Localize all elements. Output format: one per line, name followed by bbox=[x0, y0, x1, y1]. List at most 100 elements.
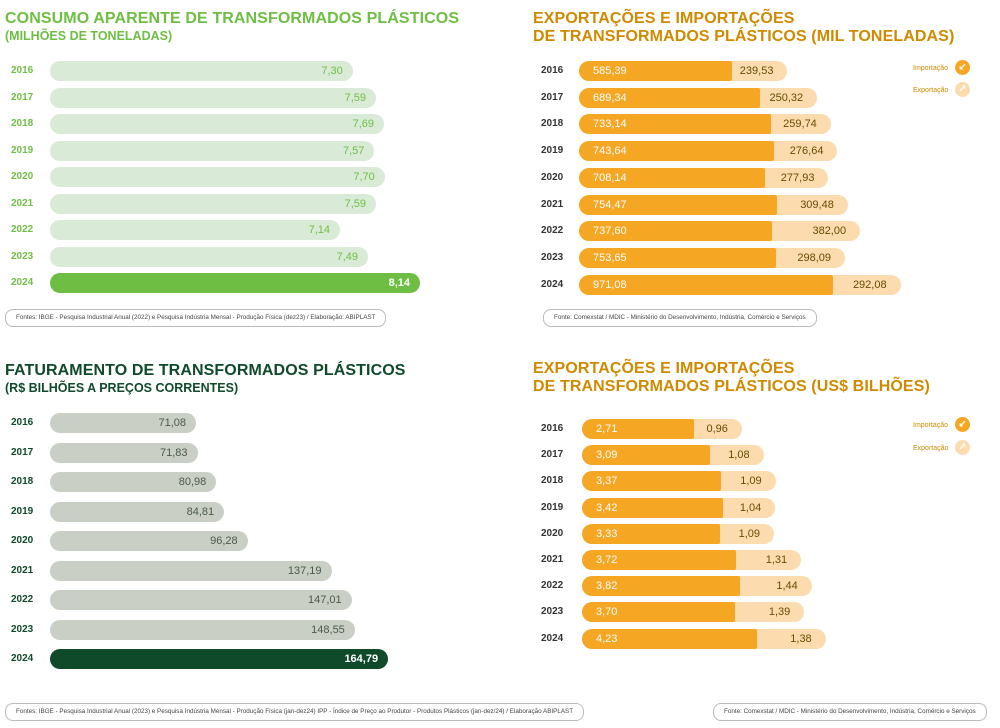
export-value-label: 276,64 bbox=[789, 145, 824, 158]
bar-import bbox=[579, 221, 773, 242]
export-value-label: 250,32 bbox=[769, 91, 804, 104]
faturamento-subtitle: (R$ BILHÕES A PREÇOS CORRENTES) bbox=[5, 381, 239, 395]
bar-row: 2020 708,14 277,93 bbox=[533, 167, 993, 189]
bar-row: 2019 743,64 276,64 bbox=[533, 140, 993, 162]
year-label: 2020 bbox=[11, 171, 34, 182]
year-label: 2018 bbox=[541, 475, 564, 487]
year-label: 2021 bbox=[541, 198, 564, 210]
value-label: 148,55 bbox=[311, 623, 345, 636]
value-label: 84,81 bbox=[186, 505, 215, 518]
bar-row: 2022 147,01 bbox=[5, 589, 485, 611]
bar-row: 2016 2,71 0,96 bbox=[533, 418, 993, 440]
year-label: 2020 bbox=[541, 171, 564, 183]
bar-export bbox=[761, 141, 838, 162]
legend-import-label: Importação bbox=[913, 422, 949, 429]
import-value-label: 3,33 bbox=[596, 527, 618, 540]
import-value-label: 733,14 bbox=[593, 118, 627, 131]
bar-row: 2023 3,70 1,39 bbox=[533, 601, 993, 623]
bar-export bbox=[709, 471, 776, 492]
bar-import bbox=[582, 523, 720, 544]
year-label: 2022 bbox=[11, 224, 34, 235]
year-label: 2024 bbox=[541, 278, 564, 290]
bar-row: 2023 753,65 298,09 bbox=[533, 247, 993, 269]
bar-export bbox=[821, 274, 901, 295]
import-value-label: 4,23 bbox=[596, 632, 618, 645]
year-label: 2023 bbox=[11, 250, 34, 262]
bar-import bbox=[582, 576, 740, 597]
value-label: 7,59 bbox=[344, 91, 366, 104]
export-ton-chart: 2016 585,39 239,53 2017 689,34 250,32 2018 733,… bbox=[533, 60, 993, 300]
bar-row: 2019 3,42 1,04 bbox=[533, 497, 993, 519]
import-value-label: 2,71 bbox=[596, 423, 618, 435]
bar-row: 2019 84,81 bbox=[5, 501, 485, 523]
value-label: 137,19 bbox=[287, 564, 322, 577]
bar-row: 2022 737,60 382,00 bbox=[533, 220, 993, 242]
bar-row: 2022 3,82 1,44 bbox=[533, 575, 993, 597]
export-ton-legend-import: Importação bbox=[913, 65, 948, 72]
bar-row: 2019 7,57 bbox=[5, 140, 485, 162]
value-label: 71,83 bbox=[160, 446, 188, 459]
import-value-label: 971,08 bbox=[593, 278, 627, 291]
import-value-label: 3,72 bbox=[596, 554, 618, 566]
import-value-label: 3,09 bbox=[596, 449, 618, 462]
export-usd-title-line1: EXPORTAÇÕES E IMPORTAÇÕES bbox=[533, 360, 795, 377]
year-label: 2018 bbox=[541, 118, 564, 130]
bar-export bbox=[723, 550, 802, 570]
year-label: 2019 bbox=[541, 501, 564, 513]
bar-row: 2024 4,23 1,38 bbox=[533, 628, 993, 650]
bar-row: 2018 7,69 bbox=[5, 113, 485, 135]
bar-export bbox=[722, 602, 805, 623]
bar-export bbox=[681, 419, 742, 439]
export-usd-legend-import: Importação bbox=[913, 422, 948, 429]
bar bbox=[50, 472, 217, 492]
import-value-label: 737,60 bbox=[593, 225, 627, 238]
bar-export bbox=[747, 87, 818, 108]
bar bbox=[50, 167, 385, 187]
value-label: 96,28 bbox=[210, 535, 238, 547]
bar-import bbox=[582, 419, 694, 439]
bar-row: 2018 80,98 bbox=[5, 471, 485, 493]
export-value-label: 382,00 bbox=[812, 225, 847, 238]
import-value-label: 754,47 bbox=[593, 198, 627, 211]
consumo-subtitle: (MILHÕES DE TONELADAS) bbox=[5, 29, 173, 43]
year-label: 2017 bbox=[11, 91, 34, 103]
bar-export bbox=[759, 114, 831, 135]
import-value-label: 3,70 bbox=[596, 606, 618, 619]
bar-export bbox=[697, 445, 764, 466]
bar bbox=[50, 619, 355, 640]
bar-row: 2020 3,33 1,09 bbox=[533, 523, 993, 545]
bar-row: 2022 7,14 bbox=[5, 219, 485, 241]
year-label: 2017 bbox=[11, 446, 34, 458]
bar-row: 2023 148,55 bbox=[5, 619, 485, 641]
consumo-chart: 2016 7,30 2017 7,59 2018 7,69 2019 7,57 2020 7,70… bbox=[5, 60, 485, 300]
year-label: 2024 bbox=[11, 277, 34, 288]
export-ton-title-line2: DE TRANSFORMADOS PLÁSTICOS (MIL TONELADA… bbox=[533, 28, 955, 45]
bar-row: 2021 137,19 bbox=[5, 560, 485, 582]
bar-export bbox=[764, 194, 848, 215]
import-value-label: 3,42 bbox=[596, 501, 618, 514]
faturamento-title: FATURAMENTO DE TRANSFORMADOS PLÁSTICOS bbox=[5, 362, 406, 379]
export-value-label: 1,09 bbox=[738, 527, 761, 540]
year-label: 2023 bbox=[11, 623, 34, 635]
bar-row: 2016 7,30 bbox=[5, 60, 485, 82]
bar-import bbox=[582, 497, 724, 518]
year-label: 2024 bbox=[541, 632, 564, 644]
bar bbox=[50, 531, 248, 551]
bar-row: 2024 8,14 bbox=[5, 272, 485, 294]
bar bbox=[50, 560, 332, 581]
export-value-label: 298,09 bbox=[797, 251, 832, 264]
arrow-up-right-icon: ↗ bbox=[955, 82, 970, 97]
import-value-label: 689,34 bbox=[593, 91, 627, 104]
faturamento-chart: 2016 71,08 2017 71,83 2018 80,98 2019 84,81 2020… bbox=[5, 412, 485, 672]
bar bbox=[50, 590, 352, 610]
bar-import bbox=[579, 61, 733, 81]
bar-row: 2021 754,47 309,48 bbox=[533, 194, 993, 216]
year-label: 2016 bbox=[541, 423, 564, 434]
import-value-label: 753,65 bbox=[593, 251, 627, 264]
bar-row: 2017 7,59 bbox=[5, 87, 485, 109]
year-label: 2019 bbox=[541, 145, 564, 157]
arrow-down-left-icon: ↙ bbox=[955, 417, 970, 432]
year-label: 2020 bbox=[541, 527, 564, 539]
bar-row: 2016 71,08 bbox=[5, 412, 485, 434]
bar-row: 2018 733,14 259,74 bbox=[533, 113, 993, 135]
